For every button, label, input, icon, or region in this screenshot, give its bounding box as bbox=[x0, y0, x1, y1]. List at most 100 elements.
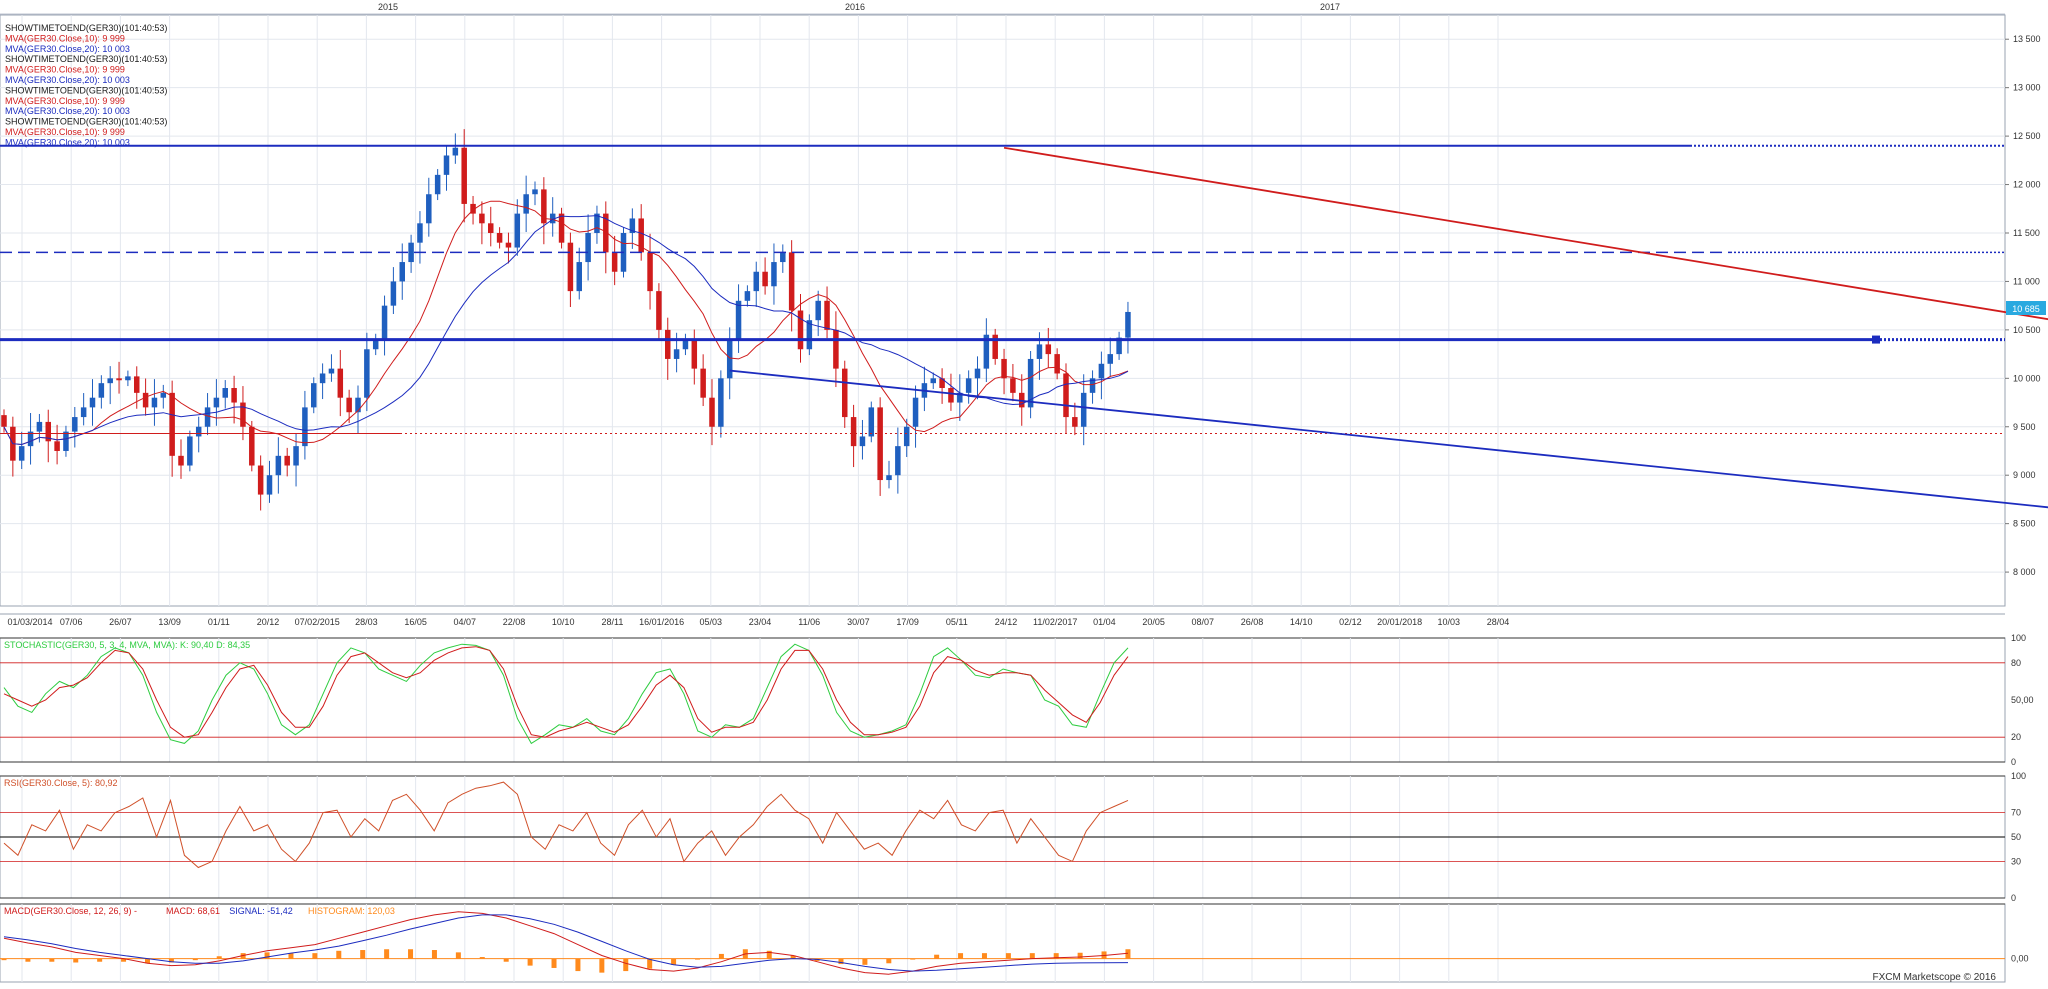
rsi-panel: 100 70 50 30 0 RSI(GER30.Close, 5): 80,92 bbox=[0, 771, 2026, 903]
candle-body bbox=[780, 252, 786, 263]
x-tick-label: 01/04 bbox=[1093, 617, 1116, 627]
red-trendline bbox=[1003, 146, 2048, 321]
candle-body bbox=[965, 378, 972, 393]
candle-body bbox=[125, 376, 131, 381]
mva10-line bbox=[3, 200, 1129, 446]
y-tick-label: 9 500 bbox=[2013, 422, 2036, 432]
candle-body bbox=[576, 262, 582, 292]
candle-body bbox=[479, 213, 485, 224]
price-plot-frame bbox=[0, 14, 2006, 607]
candle-body bbox=[523, 194, 529, 214]
candle-body bbox=[142, 392, 149, 408]
x-tick-label: 08/07 bbox=[1192, 617, 1215, 627]
candle-body bbox=[443, 155, 450, 175]
macd-histogram-bar bbox=[1077, 952, 1083, 959]
candle-body bbox=[134, 376, 140, 393]
candle-body bbox=[1072, 417, 1078, 427]
candle-body bbox=[80, 407, 87, 418]
candle-body bbox=[877, 407, 883, 481]
candle-body bbox=[1027, 358, 1034, 408]
macd-histogram-bar bbox=[336, 950, 342, 959]
macd-histogram-bar bbox=[623, 958, 629, 972]
macd-histogram-bar bbox=[49, 958, 55, 962]
x-tick-label: 16/01/2016 bbox=[639, 617, 684, 627]
macd-histogram-bar bbox=[168, 958, 174, 963]
x-tick-label: 23/04 bbox=[749, 617, 772, 627]
x-tick-label: 26/07 bbox=[109, 617, 132, 627]
candle-body bbox=[824, 300, 830, 330]
candle-body bbox=[231, 388, 237, 403]
candle-body bbox=[629, 218, 636, 233]
legend-line: SHOWTIMETOEND(GER30)(101:40:53) bbox=[5, 54, 167, 64]
candle-body bbox=[461, 147, 467, 204]
candle-body bbox=[1063, 373, 1069, 418]
rsi-y-tick-label: 100 bbox=[2011, 771, 2026, 781]
x-tick-label: 07/02/2015 bbox=[295, 617, 340, 627]
candle-body bbox=[886, 475, 892, 481]
macd-histogram-bar bbox=[1005, 953, 1011, 959]
macd-histogram-bar bbox=[144, 958, 150, 964]
candle-body bbox=[514, 213, 521, 248]
candle-body bbox=[673, 349, 680, 359]
legend-line: MVA(GER30.Close,10): 9 999 bbox=[5, 96, 125, 106]
signal-line bbox=[3, 914, 1129, 972]
macd-label-part: HISTOGRAM: 120,03 bbox=[308, 906, 395, 916]
candle-body bbox=[311, 383, 317, 408]
stoch-k-line bbox=[3, 643, 1129, 745]
x-tick-label: 20/01/2018 bbox=[1377, 617, 1422, 627]
macd-histogram-bar bbox=[97, 958, 103, 962]
candle-body bbox=[718, 378, 724, 427]
candle-body bbox=[895, 446, 901, 476]
indicator-legend: SHOWTIMETOEND(GER30)(101:40:53) MVA(GER30… bbox=[5, 23, 167, 147]
candle-body bbox=[1080, 392, 1087, 427]
candle-body bbox=[426, 194, 432, 224]
candle-body bbox=[939, 378, 945, 389]
candle-body bbox=[611, 252, 618, 272]
macd-frame bbox=[0, 903, 2006, 983]
candle-body bbox=[930, 378, 936, 384]
macd-histogram-bar bbox=[503, 958, 509, 962]
macd-label-part: MACD: 68,61 bbox=[166, 906, 220, 916]
candle-body bbox=[594, 213, 600, 233]
year-label-2016: 2016 bbox=[845, 2, 865, 12]
stoch-frame bbox=[0, 637, 2006, 763]
y-tick-label: 10 500 bbox=[2013, 325, 2041, 335]
candle-body bbox=[957, 392, 963, 403]
candle-body bbox=[1116, 337, 1122, 355]
rsi-y-tick-label: 70 bbox=[2011, 808, 2021, 818]
macd-y-tick-label: 0,00 bbox=[2011, 954, 2029, 964]
candle-body bbox=[257, 465, 264, 495]
stoch-y-tick-label: 0 bbox=[2011, 757, 2016, 767]
macd-histogram-bar bbox=[192, 958, 198, 961]
candle-body bbox=[806, 320, 813, 350]
y-tick-label: 11 000 bbox=[2013, 276, 2040, 286]
x-tick-label: 11/06 bbox=[798, 617, 820, 627]
stochastic-panel: 100 80 50,00 20 0 STOCHASTIC(GER30, 5, 3, 4, … bbox=[0, 633, 2034, 767]
candle-body bbox=[974, 368, 981, 379]
macd-histogram-bar bbox=[288, 953, 294, 959]
macd-histogram-bar bbox=[551, 958, 557, 968]
candle-body bbox=[496, 232, 503, 243]
stoch-y-tick-label: 50,00 bbox=[2011, 695, 2034, 705]
x-tick-label: 11/02/2017 bbox=[1033, 617, 1077, 627]
candle-body bbox=[54, 441, 60, 451]
candle-body bbox=[160, 392, 167, 398]
x-tick-label: 04/07 bbox=[454, 617, 477, 627]
candle-body bbox=[364, 349, 370, 398]
macd-histogram-bar bbox=[408, 949, 414, 959]
macd-histogram-bar bbox=[886, 958, 892, 964]
candle-body bbox=[1054, 354, 1060, 374]
x-tick-label: 20/05 bbox=[1142, 617, 1165, 627]
candle-body bbox=[771, 262, 777, 287]
candle-body bbox=[399, 262, 405, 282]
macd-line bbox=[3, 911, 1129, 975]
candle-body bbox=[346, 397, 352, 413]
legend-line: MVA(GER30.Close,20): 10 003 bbox=[5, 137, 130, 147]
x-tick-label: 22/08 bbox=[503, 617, 526, 627]
candle-body bbox=[434, 174, 441, 195]
candle-body bbox=[275, 455, 282, 476]
candle-body bbox=[63, 431, 69, 451]
rsi-y-tick-label: 50 bbox=[2011, 832, 2021, 842]
candle-body bbox=[45, 421, 51, 442]
candle-body bbox=[266, 475, 273, 495]
